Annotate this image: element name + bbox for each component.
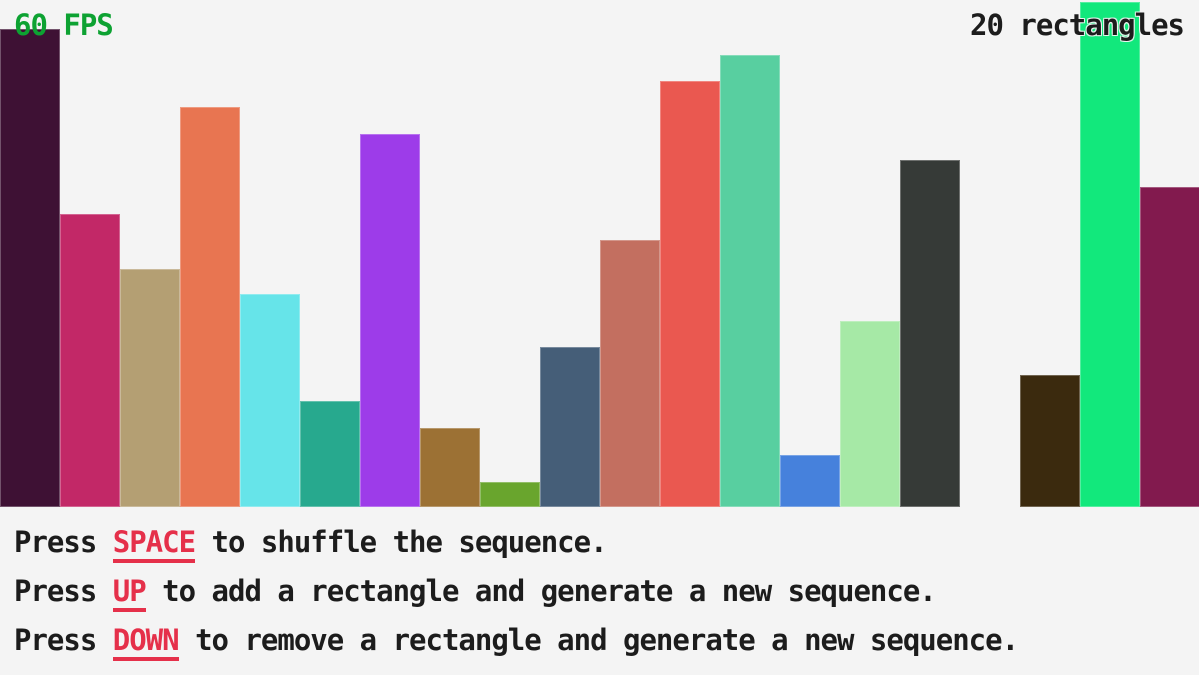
bar [1020, 375, 1080, 507]
instruction-shuffle: Press SPACE to shuffle the sequence. [14, 524, 608, 563]
bar [300, 401, 360, 507]
instruction-add: Press UP to add a rectangle and generate… [14, 573, 937, 612]
bar [1140, 187, 1199, 507]
key-label-down: DOWN [112, 625, 180, 661]
instruction-prefix: Press [14, 525, 113, 559]
bar [240, 294, 300, 507]
instruction-prefix: Press [14, 623, 113, 657]
bar [1080, 2, 1140, 507]
fps-counter: 60 FPS [14, 8, 114, 42]
instruction-prefix: Press [14, 574, 113, 608]
instruction-suffix: to remove a rectangle and generate a new… [178, 623, 1019, 657]
instruction-remove: Press DOWN to remove a rectangle and gen… [14, 622, 1019, 661]
bar [0, 29, 60, 507]
bar [360, 134, 420, 507]
bar [480, 482, 540, 507]
instruction-suffix: to add a rectangle and generate a new se… [145, 574, 937, 608]
instruction-suffix: to shuffle the sequence. [195, 525, 608, 559]
bar [120, 269, 180, 507]
bar [60, 214, 120, 507]
bar [660, 81, 720, 507]
key-label-space: SPACE [112, 527, 196, 563]
bar [840, 321, 900, 507]
rectangle-count-label: 20 rectangles [970, 8, 1185, 42]
bar [780, 455, 840, 507]
bar [900, 160, 960, 507]
bar [180, 107, 240, 507]
bar [420, 428, 480, 507]
key-label-up: UP [112, 576, 147, 612]
bar [600, 240, 660, 507]
bar [540, 347, 600, 507]
bar [720, 55, 780, 507]
